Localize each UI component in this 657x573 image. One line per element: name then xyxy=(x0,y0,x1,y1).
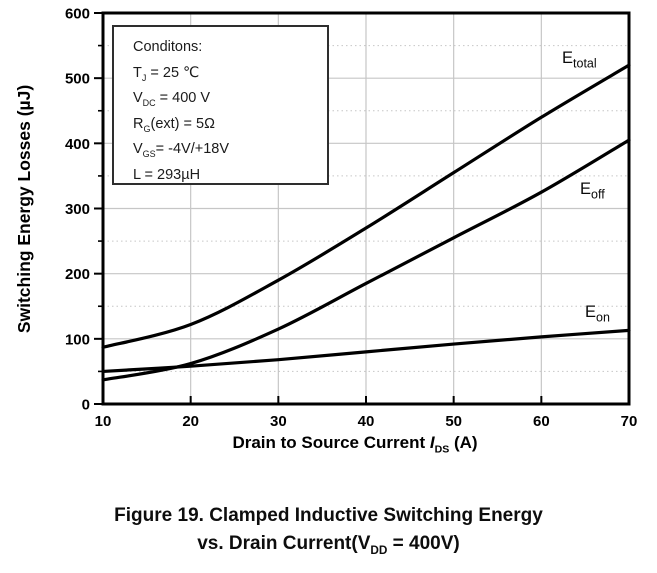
y-tick-label: 0 xyxy=(82,397,90,414)
conditions-box: Conditons: TJ = 25 ℃ VDC = 400 V RG(ext) =… xyxy=(112,25,329,185)
y-tick-label: 500 xyxy=(65,71,90,88)
y-axis-label: Switching Energy Losses (µJ) xyxy=(14,84,34,334)
conditions-title: Conditons: xyxy=(133,39,203,55)
x-tick-label: 30 xyxy=(270,413,287,430)
curve-label-E_on: Eon xyxy=(585,303,610,325)
y-tick-label: 300 xyxy=(65,201,90,218)
condition-line: VDC = 400 V xyxy=(133,90,211,108)
curve-E_total xyxy=(101,63,631,349)
x-tick-label: 70 xyxy=(621,413,638,430)
y-tick-label: 200 xyxy=(65,266,90,283)
x-tick-label: 10 xyxy=(95,413,112,430)
conditions-lines: TJ = 25 ℃ VDC = 400 V RG(ext) = 5Ω VGS= -4V… xyxy=(133,61,323,189)
condition-line: VGS= -4V/+18V xyxy=(133,141,230,159)
x-tick-label: 50 xyxy=(445,413,462,430)
condition-line: RG(ext) = 5Ω xyxy=(133,115,215,134)
condition-line: TJ = 25 ℃ xyxy=(133,64,200,83)
caption-line-2: vs. Drain Current(VDD = 400V) xyxy=(197,533,460,557)
curve-label-E_total: Etotal xyxy=(562,49,597,71)
y-tick-label: 600 xyxy=(65,6,90,23)
x-tick-label: 60 xyxy=(533,413,550,430)
x-axis-label: Drain to Source Current IDS (A) xyxy=(232,433,478,456)
curve-label-E_off: Eoff xyxy=(580,180,605,202)
y-tick-label: 400 xyxy=(65,136,90,153)
figure-caption: Figure 19. Clamped Inductive Switching E… xyxy=(0,502,657,558)
y-tick-label: 100 xyxy=(65,331,90,348)
x-tick-label: 40 xyxy=(358,413,375,430)
curve-E_on xyxy=(101,328,631,374)
condition-line: L = 293µH xyxy=(133,166,201,183)
curve-E_off xyxy=(101,138,631,382)
caption-line-1: Figure 19. Clamped Inductive Switching E… xyxy=(114,505,543,526)
plot-frame xyxy=(101,11,631,406)
x-tick-label: 20 xyxy=(182,413,199,430)
